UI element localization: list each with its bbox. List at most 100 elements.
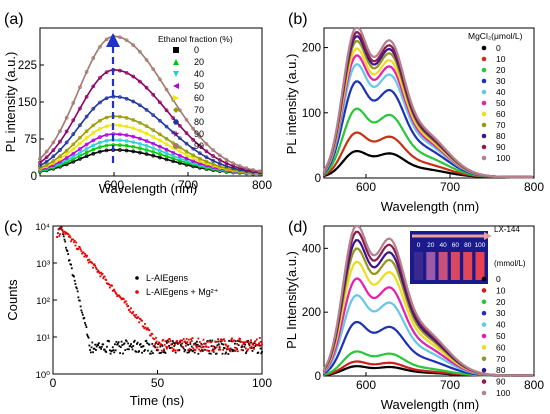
panel-b-data-point [384,136,387,139]
panel-a-ytick-label: 150 [18,97,37,109]
panel-c-data-point [66,250,69,252]
panel-a-data-point [144,85,149,90]
panel-a-data-point [138,146,142,151]
panel-d-data-point [371,331,374,334]
panel-c-data-point [159,344,162,347]
panel-c-ylabel: Counts [5,279,20,321]
panel-c-data-point [100,347,102,350]
panel-a-xtick-label: 600 [104,178,124,192]
panel-c-data-point [84,322,86,324]
panel-a-data-point [197,161,202,166]
panel-b-data-point [409,162,412,165]
panel-d-ytick-label: 400 [302,243,321,255]
panel-c-data-point [170,343,173,346]
panel-b-data-point [430,168,433,171]
panel-a-data-point [84,136,89,140]
panel-a-data-point [164,124,169,129]
panel-a-data-point [64,129,69,134]
panel-a-legend-marker [172,130,180,137]
panel-a-ylabel-text: PL intensity [3,85,18,152]
panel-d-data-point [346,363,349,366]
panel-a-data-point [124,124,129,129]
panel-b-data-point [363,113,366,116]
panel-d-data-point [367,292,370,296]
panel-d-data-point [489,373,492,376]
panel-c-data-point [189,343,192,345]
panel-b-data-point [375,58,379,62]
panel-c-data-point [224,352,227,355]
panel-a-data-point [158,138,162,143]
panel-b-legend-label: 40 [496,87,506,97]
panel-d-data-point [388,352,391,355]
panel-d-data-point [434,360,437,364]
panel-a-data-point [84,129,89,134]
panel-a-data-point [98,44,102,49]
panel-c-data-point [253,348,255,350]
panel-b-data-point [380,66,383,70]
panel-c-data-point [198,341,201,343]
panel-c-data-point [213,345,216,348]
panel-a-legend-label: 80 [194,117,204,127]
panel-a-data-point [144,144,149,148]
panel-d-data-point [338,364,341,367]
panel-a-data-point [144,148,149,152]
panel-d-data-point [384,361,387,365]
panel-d-data-point [443,345,446,348]
panel-c-data-point [70,240,72,243]
panel-a-xlabel: Wavelength (nm) [99,181,198,196]
panel-d-data-point [455,371,458,375]
panel-b-data-point [375,140,379,143]
panel-c-data-point [190,338,192,341]
panel-b-data-point [392,115,395,118]
panel-c-data-point [98,272,101,275]
panel-a-data-point [217,158,222,162]
panel-b-data-point [518,175,521,179]
panel-c-data-point [80,309,83,312]
panel-c-data-point [127,348,130,351]
panel-b-data-point [375,66,379,69]
panel-a-xtick-label: 800 [252,178,272,192]
panel-c-data-point [62,233,64,236]
panel-c-data-point [158,342,161,345]
panel-a-data-point [84,94,89,99]
panel-d-data-point [430,332,433,335]
panel-b-data-point [405,149,408,152]
panel-a-data-point [211,148,216,152]
panel-d-data-point [443,352,446,355]
panel-c-data-point [223,347,226,350]
panel-b-legend-label: 60 [496,109,506,119]
panel-a-data-point [144,58,149,62]
panel-b-data-point [375,98,379,101]
panel-c-data-point [63,238,66,241]
panel-a-data-point [38,156,42,161]
panel-a-x-axis-title: Wavelength (nm) [99,181,198,196]
panel-b-legend-label: 90 [496,142,506,152]
panel-c-data-point [216,344,219,347]
panel-c-data-point [194,342,197,345]
panel-a-data-point [104,70,109,75]
panel-c-data-point [244,343,247,346]
panel-c-data-point [235,347,238,350]
panel-c-data-point [133,341,135,343]
panel-d-data-point [485,372,488,376]
panel-c-data-point [234,350,237,352]
panel-d-data-point [396,271,400,274]
panel-b-data-point [451,166,454,169]
panel-a-data-point [138,49,142,54]
panel-d-data-point [443,369,446,372]
panel-c-data-point [253,342,256,345]
panel-c-data-point [198,345,201,348]
panel-d-data-point [438,369,442,372]
vial-label: 80 [464,242,472,249]
panel-a-data-point [191,146,196,151]
panel-b-data-point [464,166,467,169]
panel-a-data-point [211,158,216,163]
panel-c-data-point [231,348,233,351]
panel-d-data-point [350,299,353,302]
panel-b-data-point [405,85,408,88]
panel-c-data-point [69,236,72,239]
panel-c-data-point [259,347,262,350]
panel-b-data-point [480,173,484,176]
panel-c-data-point [143,327,146,330]
panel-c-data-point [87,336,90,339]
